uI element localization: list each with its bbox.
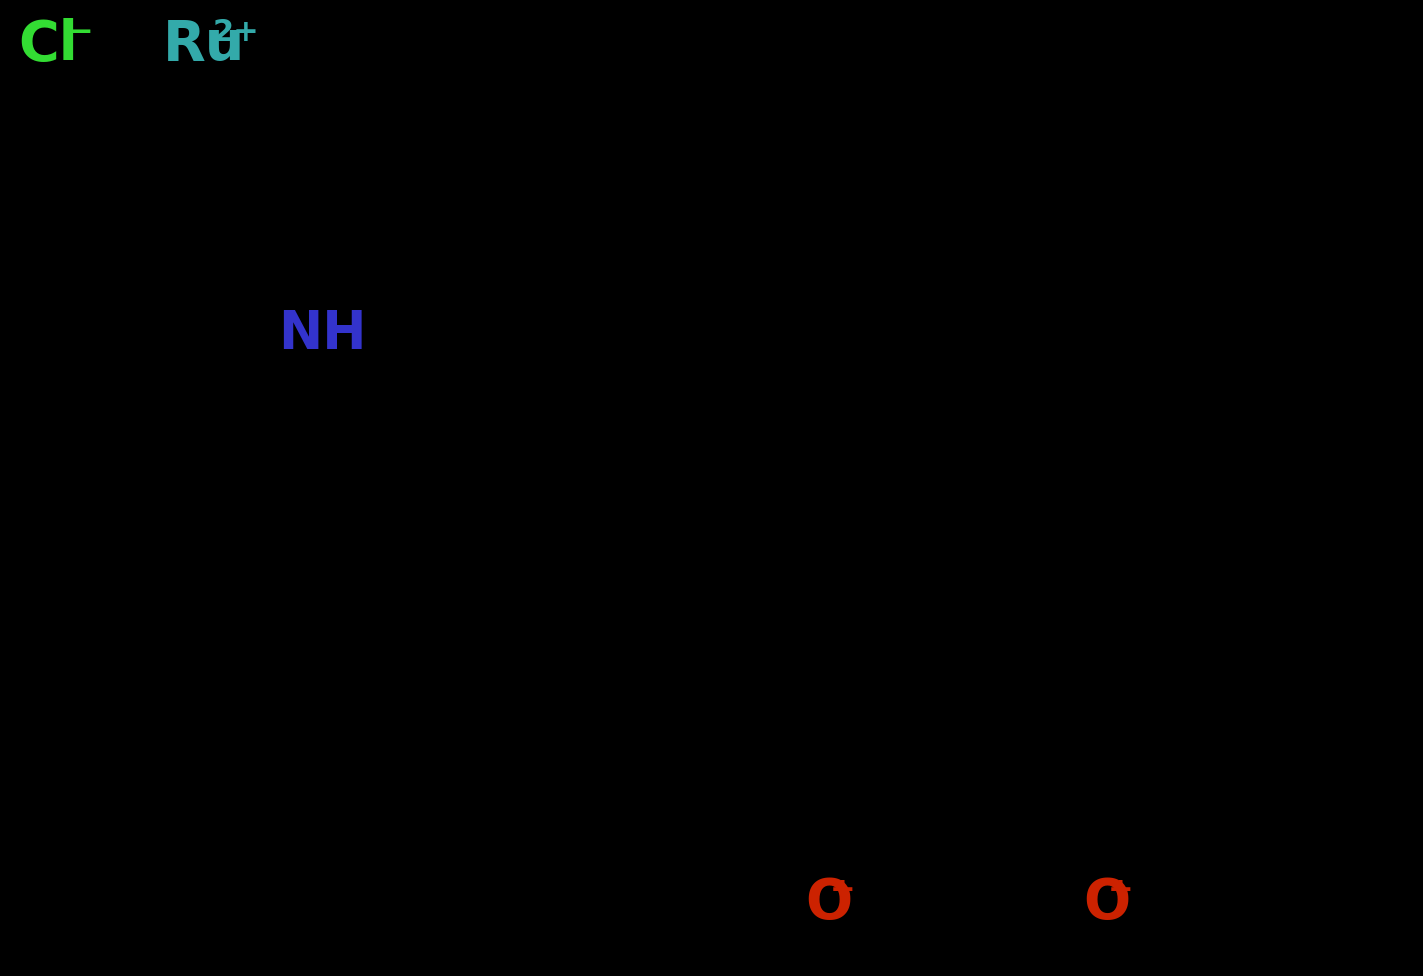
Text: +: + — [830, 876, 855, 905]
Text: NH: NH — [277, 308, 367, 360]
Text: O: O — [1083, 876, 1130, 930]
Text: Cl: Cl — [18, 18, 78, 72]
Text: −: − — [68, 18, 92, 47]
Text: Ru: Ru — [164, 18, 245, 72]
Text: 2+: 2+ — [212, 18, 259, 47]
Text: O: O — [805, 876, 852, 930]
Text: +: + — [1107, 876, 1134, 905]
